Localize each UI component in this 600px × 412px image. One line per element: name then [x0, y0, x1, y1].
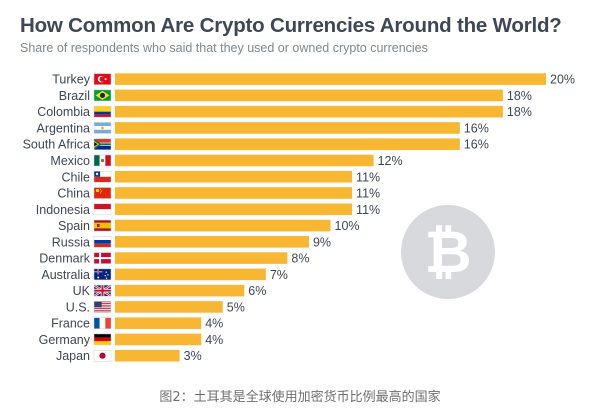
bar-row-us: U.S. 5%: [66, 300, 245, 314]
svg-text:₿: ₿: [424, 218, 471, 286]
bar-row-brazil: Brazil 18%: [59, 89, 532, 103]
south-africa-flag-icon: [93, 138, 112, 150]
bar: [115, 317, 202, 329]
value-label: 6%: [248, 284, 266, 298]
bar-row-turkey: Turkey 20%: [52, 73, 575, 87]
value-label: 18%: [507, 105, 532, 119]
category-label: Australia: [41, 268, 90, 282]
category-label: U.S.: [66, 300, 90, 314]
value-label: 16%: [464, 121, 489, 135]
category-label: Denmark: [39, 252, 90, 266]
bar: [115, 301, 223, 313]
bar-row-japan: Japan 3%: [56, 349, 202, 363]
bar: [115, 187, 353, 199]
bar: [115, 122, 460, 134]
japan-flag-icon: [93, 349, 112, 362]
bar-chart: ₿ Turkey 20% Brazil 18% Colombia 18% Argentina 1…: [23, 73, 575, 364]
bar: [115, 349, 180, 362]
value-label: 11%: [356, 170, 380, 184]
uk-flag-icon: [93, 284, 112, 298]
value-label: 12%: [378, 154, 403, 168]
bar-row-uk: UK 6%: [73, 284, 267, 298]
category-label: Turkey: [52, 73, 90, 87]
us-flag-icon: [93, 301, 112, 313]
category-label: South Africa: [23, 138, 90, 152]
category-label: Germany: [39, 333, 91, 347]
bar: [115, 203, 353, 216]
australia-flag-icon: [93, 268, 112, 281]
chart-title: How Common Are Crypto Currencies Around …: [20, 14, 562, 37]
denmark-flag-icon: [93, 252, 112, 264]
value-label: 9%: [313, 235, 331, 249]
bar: [115, 89, 503, 102]
bar-row-chile: Chile 11%: [62, 170, 381, 184]
bar: [115, 284, 245, 297]
value-label: 4%: [205, 333, 223, 347]
bar: [115, 154, 374, 167]
chile-flag-icon: [93, 171, 112, 183]
indonesia-flag-icon: [93, 203, 112, 216]
bar-row-germany: Germany 4%: [39, 333, 224, 347]
turkey-flag-icon: [93, 73, 112, 85]
argentina-flag-icon: [93, 122, 112, 134]
category-label: Mexico: [50, 154, 90, 168]
bar-row-south-africa: South Africa 16%: [23, 138, 489, 152]
value-label: 3%: [184, 349, 202, 363]
bar-row-australia: Australia 7%: [41, 268, 288, 282]
bar: [115, 236, 309, 248]
value-label: 11%: [356, 203, 380, 217]
spain-flag-icon: [93, 219, 112, 232]
category-label: Colombia: [37, 105, 90, 119]
category-label: Japan: [56, 349, 90, 363]
value-label: 10%: [335, 219, 360, 233]
category-label: China: [57, 187, 90, 201]
mexico-flag-icon: [93, 154, 112, 167]
bar: [115, 268, 266, 281]
category-label: Spain: [58, 219, 90, 233]
bar-row-spain: Spain 10%: [58, 219, 360, 233]
category-label: Brazil: [59, 89, 90, 103]
bar-row-denmark: Denmark 8%: [39, 252, 309, 266]
bar: [115, 73, 546, 85]
bar: [115, 219, 331, 232]
category-label: Chile: [62, 170, 91, 184]
bar-row-colombia: Colombia 18%: [37, 105, 532, 119]
bar-row-indonesia: Indonesia 11%: [36, 203, 380, 217]
bar: [115, 333, 202, 346]
bar-row-france: France 4%: [51, 317, 223, 331]
bar: [115, 170, 353, 183]
bar-row-argentina: Argentina 16%: [36, 121, 488, 135]
china-flag-icon: [93, 187, 112, 199]
bar: [115, 138, 460, 151]
category-label: France: [51, 317, 90, 331]
brazil-flag-icon: [93, 89, 112, 102]
germany-flag-icon: [93, 333, 112, 346]
value-label: 5%: [227, 300, 245, 314]
chart-subtitle: Share of respondents who said that they …: [20, 41, 428, 55]
bar: [115, 252, 288, 264]
bar-row-mexico: Mexico 12%: [50, 154, 402, 168]
category-label: Argentina: [36, 121, 90, 135]
value-label: 20%: [550, 73, 575, 87]
category-label: Russia: [52, 235, 90, 249]
bar-row-russia: Russia 9%: [52, 235, 331, 249]
colombia-flag-icon: [93, 105, 112, 118]
value-label: 7%: [270, 268, 288, 282]
value-label: 18%: [507, 89, 532, 103]
value-label: 16%: [464, 138, 489, 152]
bar-row-china: China 11%: [57, 187, 380, 201]
value-label: 4%: [205, 317, 223, 331]
value-label: 11%: [356, 187, 380, 201]
bar: [115, 105, 503, 118]
france-flag-icon: [93, 317, 112, 329]
figure-caption: 图2：土耳其是全球使用加密货币比例最高的国家: [159, 390, 441, 405]
category-label: UK: [73, 284, 91, 298]
russia-flag-icon: [93, 236, 112, 248]
category-label: Indonesia: [36, 203, 90, 217]
bitcoin-icon: ₿: [401, 205, 495, 299]
value-label: 8%: [291, 252, 309, 266]
